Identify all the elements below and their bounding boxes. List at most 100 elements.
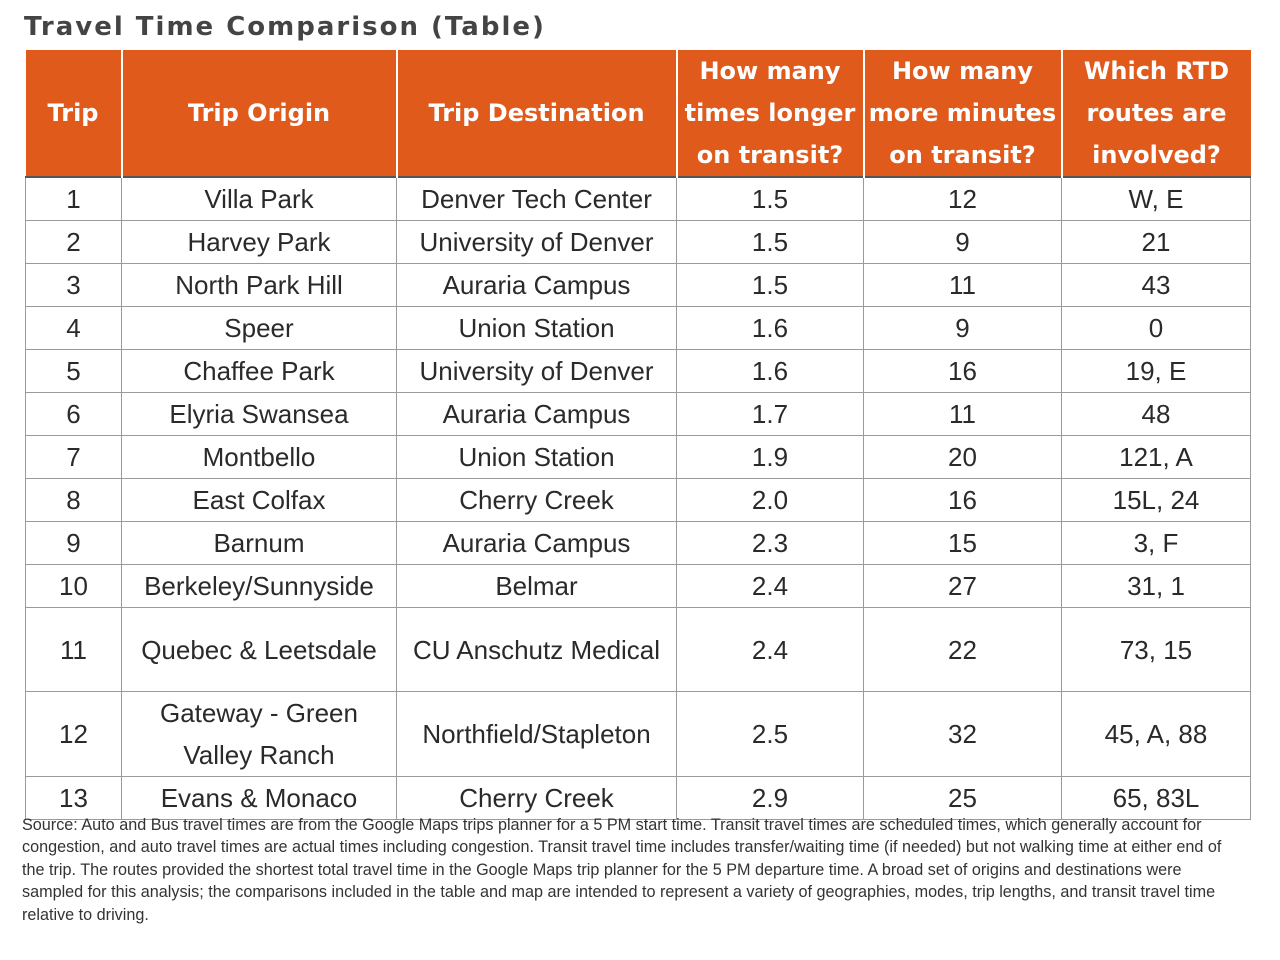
cell-routes: W, E (1061, 176, 1251, 221)
cell-origin: East Colfax (121, 478, 397, 522)
cell-routes: 21 (1061, 220, 1251, 264)
cell-destination: Auraria Campus (396, 263, 677, 307)
cell-destination: Denver Tech Center (396, 176, 677, 221)
header-trip: Trip (25, 50, 123, 177)
cell-times-longer: 1.9 (676, 435, 864, 479)
cell-more-minutes: 22 (863, 607, 1062, 692)
cell-routes: 31, 1 (1061, 564, 1251, 608)
cell-more-minutes: 16 (863, 349, 1062, 393)
cell-trip: 7 (25, 435, 122, 479)
cell-routes: 15L, 24 (1061, 478, 1251, 522)
header-times-longer: How many times longer on transit? (676, 50, 865, 177)
cell-origin: Berkeley/Sunnyside (121, 564, 397, 608)
cell-more-minutes: 12 (863, 176, 1062, 221)
cell-origin: Harvey Park (121, 220, 397, 264)
cell-more-minutes: 16 (863, 478, 1062, 522)
cell-times-longer: 1.5 (676, 176, 864, 221)
cell-times-longer: 1.6 (676, 349, 864, 393)
cell-trip: 9 (25, 521, 122, 565)
cell-origin: Villa Park (121, 176, 397, 221)
cell-trip: 13 (25, 776, 122, 820)
cell-more-minutes: 32 (863, 691, 1062, 777)
cell-times-longer: 2.4 (676, 564, 864, 608)
cell-routes: 3, F (1061, 521, 1251, 565)
cell-times-longer: 1.7 (676, 392, 864, 436)
cell-trip: 5 (25, 349, 122, 393)
table-row: 1 Villa Park Denver Tech Center 1.5 12 W… (25, 176, 1251, 221)
cell-more-minutes: 15 (863, 521, 1062, 565)
table-row: 7 Montbello Union Station 1.9 20 121, A (25, 435, 1251, 479)
cell-destination: Auraria Campus (396, 392, 677, 436)
table-row: 9 Barnum Auraria Campus 2.3 15 3, F (25, 521, 1251, 565)
cell-more-minutes: 9 (863, 306, 1062, 350)
cell-origin: Speer (121, 306, 397, 350)
cell-times-longer: 1.5 (676, 263, 864, 307)
cell-times-longer: 1.6 (676, 306, 864, 350)
cell-trip: 12 (25, 691, 122, 777)
cell-destination: CU Anschutz Medical (396, 607, 677, 692)
cell-times-longer: 2.5 (676, 691, 864, 777)
cell-origin: Barnum (121, 521, 397, 565)
cell-routes: 121, A (1061, 435, 1251, 479)
cell-routes: 73, 15 (1061, 607, 1251, 692)
cell-destination: Cherry Creek (396, 776, 677, 820)
table-row: 10 Berkeley/Sunnyside Belmar 2.4 27 31, … (25, 564, 1251, 608)
travel-time-table: Trip Trip Origin Trip Destination How ma… (25, 50, 1251, 820)
table-row: 5 Chaffee Park University of Denver 1.6 … (25, 349, 1251, 393)
cell-trip: 8 (25, 478, 122, 522)
cell-trip: 11 (25, 607, 122, 692)
table-row: 11 Quebec & Leetsdale CU Anschutz Medica… (25, 607, 1251, 692)
cell-trip: 3 (25, 263, 122, 307)
cell-routes: 19, E (1061, 349, 1251, 393)
cell-times-longer: 2.9 (676, 776, 864, 820)
cell-trip: 4 (25, 306, 122, 350)
cell-destination: Union Station (396, 435, 677, 479)
cell-origin: North Park Hill (121, 263, 397, 307)
cell-trip: 6 (25, 392, 122, 436)
cell-origin: Quebec & Leetsdale (121, 607, 397, 692)
cell-times-longer: 2.3 (676, 521, 864, 565)
cell-routes: 65, 83L (1061, 776, 1251, 820)
cell-trip: 1 (25, 176, 122, 221)
table-row: 4 Speer Union Station 1.6 9 0 (25, 306, 1251, 350)
table-row: 13 Evans & Monaco Cherry Creek 2.9 25 65… (25, 776, 1251, 820)
page-title: Travel Time Comparison (Table) (24, 12, 546, 42)
cell-more-minutes: 25 (863, 776, 1062, 820)
cell-times-longer: 2.0 (676, 478, 864, 522)
cell-destination: Union Station (396, 306, 677, 350)
cell-origin: Chaffee Park (121, 349, 397, 393)
header-trip-destination: Trip Destination (396, 50, 678, 177)
table-row: 12 Gateway - Green Valley Ranch Northfie… (25, 691, 1251, 777)
cell-origin: Montbello (121, 435, 397, 479)
table-row: 3 North Park Hill Auraria Campus 1.5 11 … (25, 263, 1251, 307)
header-trip-origin: Trip Origin (121, 50, 398, 177)
cell-destination: University of Denver (396, 349, 677, 393)
cell-more-minutes: 9 (863, 220, 1062, 264)
cell-destination: Auraria Campus (396, 521, 677, 565)
cell-routes: 48 (1061, 392, 1251, 436)
header-rtd-routes: Which RTD routes are involved? (1061, 50, 1251, 177)
cell-routes: 43 (1061, 263, 1251, 307)
table-row: 8 East Colfax Cherry Creek 2.0 16 15L, 2… (25, 478, 1251, 522)
cell-origin: Elyria Swansea (121, 392, 397, 436)
header-row: Trip Trip Origin Trip Destination How ma… (25, 50, 1251, 177)
source-note: Source: Auto and Bus travel times are fr… (22, 816, 1222, 924)
cell-trip: 10 (25, 564, 122, 608)
header-more-minutes: How many more minutes on transit? (863, 50, 1063, 177)
cell-trip: 2 (25, 220, 122, 264)
cell-origin: Gateway - Green Valley Ranch (121, 691, 397, 777)
cell-destination: Belmar (396, 564, 677, 608)
cell-more-minutes: 27 (863, 564, 1062, 608)
cell-more-minutes: 11 (863, 263, 1062, 307)
cell-times-longer: 2.4 (676, 607, 864, 692)
cell-times-longer: 1.5 (676, 220, 864, 264)
cell-destination: Northfield/Stapleton (396, 691, 677, 777)
table-row: 6 Elyria Swansea Auraria Campus 1.7 11 4… (25, 392, 1251, 436)
cell-destination: University of Denver (396, 220, 677, 264)
cell-origin: Evans & Monaco (121, 776, 397, 820)
cell-destination: Cherry Creek (396, 478, 677, 522)
cell-routes: 0 (1061, 306, 1251, 350)
table-row: 2 Harvey Park University of Denver 1.5 9… (25, 220, 1251, 264)
cell-routes: 45, A, 88 (1061, 691, 1251, 777)
cell-more-minutes: 20 (863, 435, 1062, 479)
